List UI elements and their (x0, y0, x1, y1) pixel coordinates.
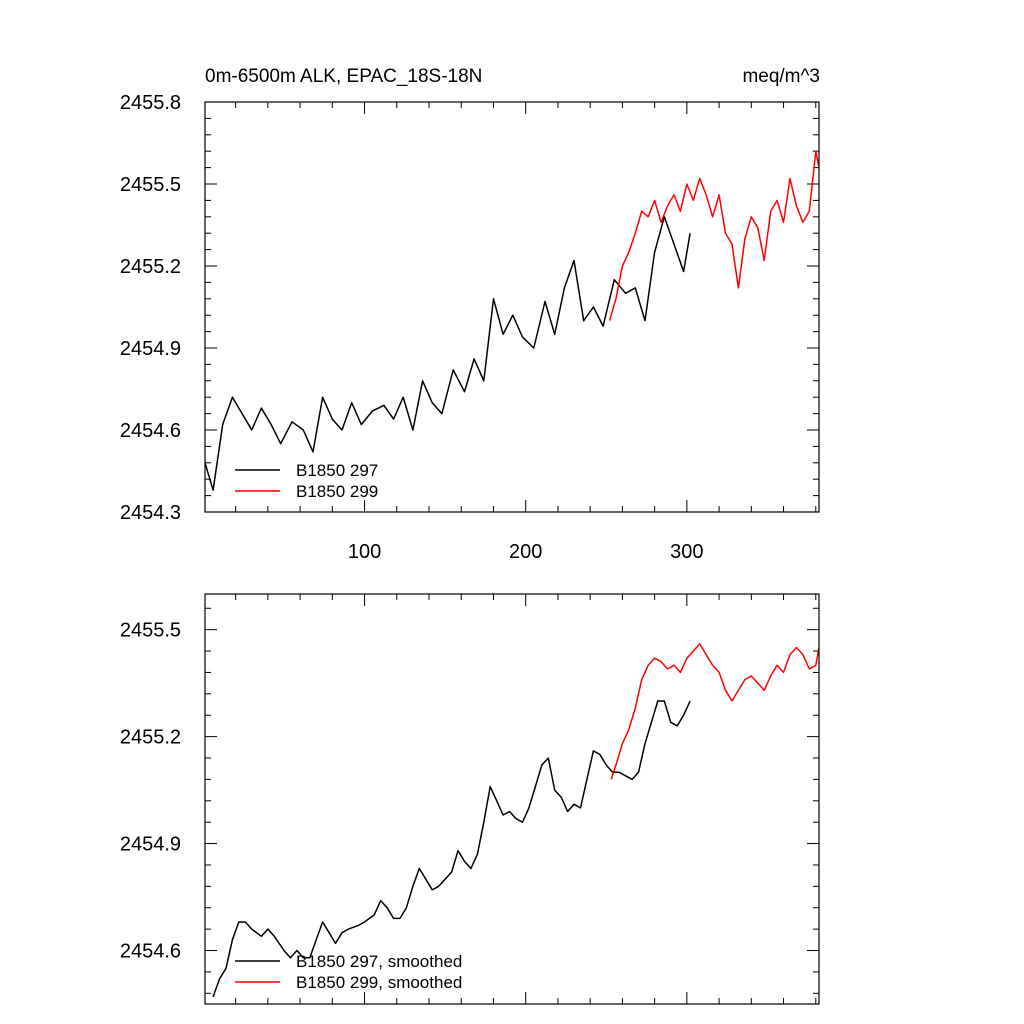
top-title: 0m-6500m ALK, EPAC_18S-18N (205, 66, 482, 87)
y-tick-label: 2454.9 (120, 834, 181, 856)
y-tick-label: 2455.5 (120, 620, 181, 642)
top-units: meq/m^3 (742, 66, 820, 87)
series-line-b1850-299 (608, 150, 820, 321)
top-series (204, 150, 820, 491)
top-panel: 0m-6500m ALK, EPAC_18S-18N meq/m^3 2455.… (120, 66, 820, 563)
x-tick-label: 200 (509, 541, 542, 563)
y-tick-label: 2454.6 (120, 941, 181, 963)
x-tick-label: 100 (348, 541, 381, 563)
top-ticks: 2455.8 2455.5 2455.2 2454.9 2454.6 2454.3 100 2… (120, 92, 819, 563)
bottom-ticks: 2455.5 2455.2 2454.9 2454.6 (120, 594, 819, 1004)
legend-label-299: B1850 299 (296, 482, 378, 501)
y-tick-label: 2454.3 (120, 502, 181, 524)
top-legend: B1850 297 B1850 299 (235, 461, 378, 501)
bottom-panel: 2455.5 2455.2 2454.9 2454.6 B1850 297, smoo… (120, 593, 820, 1005)
y-tick-label: 2455.2 (120, 727, 181, 749)
x-tick-label: 300 (670, 541, 703, 563)
y-tick-label: 2454.9 (120, 338, 181, 360)
series-line-b1850-299-smoothed (610, 643, 820, 780)
top-plot-frame (204, 101, 820, 513)
y-tick-label: 2455.2 (120, 256, 181, 278)
series-line-b1850-297 (204, 216, 691, 491)
y-tick-label: 2455.5 (120, 174, 181, 196)
bottom-series (212, 643, 820, 998)
legend-label-297-smoothed: B1850 297, smoothed (296, 952, 462, 971)
bottom-legend: B1850 297, smoothed B1850 299, smoothed (235, 952, 462, 992)
y-tick-label: 2454.6 (120, 420, 181, 442)
y-tick-label: 2455.8 (120, 92, 181, 114)
legend-label-299-smoothed: B1850 299, smoothed (296, 973, 462, 992)
bottom-plot-frame (204, 593, 820, 1005)
legend-label-297: B1850 297 (296, 461, 378, 480)
